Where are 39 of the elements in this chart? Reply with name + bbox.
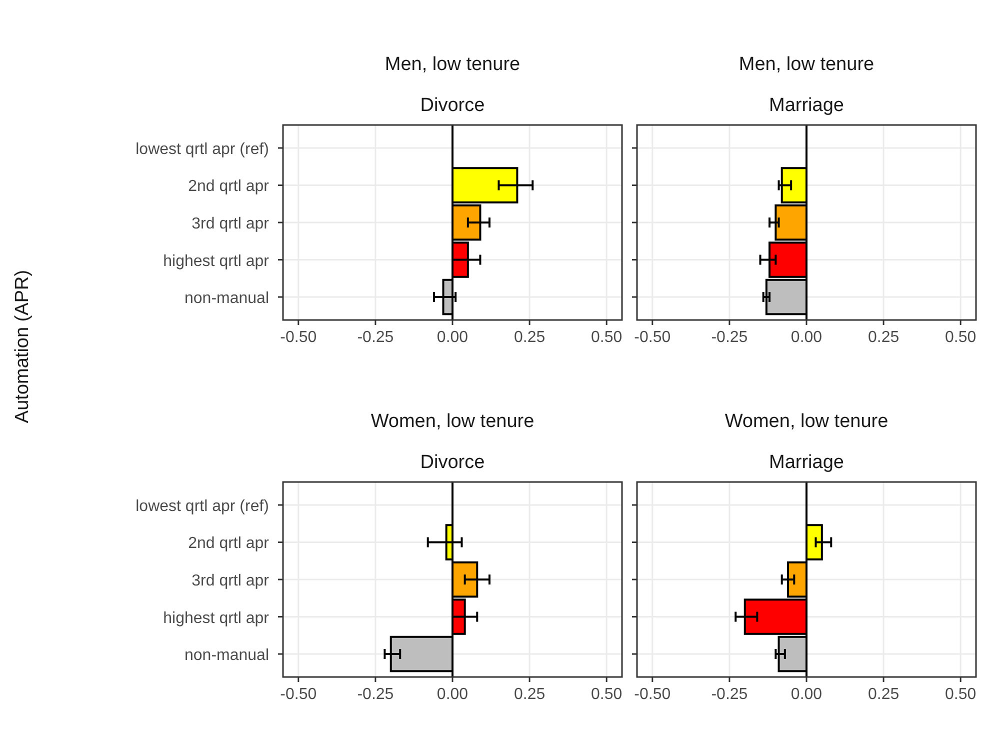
- x-tick-label: 0.50: [591, 686, 622, 703]
- chart-title: Women, low tenure: [724, 411, 888, 432]
- chart-title: Women, low tenure: [370, 411, 534, 432]
- y-tick-label: 3rd qrtl apr: [192, 572, 270, 590]
- y-axis-title: Automation (APR): [12, 270, 33, 424]
- x-tick-label: -0.25: [711, 686, 748, 703]
- y-tick-label: lowest qrtl apr (ref): [136, 140, 269, 158]
- x-tick-label: 0.25: [868, 686, 900, 703]
- y-tick-label: 2nd qrtl apr: [188, 178, 270, 196]
- x-tick-label: -0.50: [634, 329, 671, 346]
- x-tick-label: -0.25: [357, 686, 394, 703]
- x-tick-label: 0.50: [945, 686, 976, 703]
- y-tick-label: 3rd qrtl apr: [192, 216, 270, 232]
- x-tick-label: -0.50: [634, 686, 671, 703]
- y-tick-label: lowest qrtl apr (ref): [136, 498, 269, 515]
- x-tick-label: 0.50: [945, 329, 976, 346]
- chart-subtitle: Divorce: [420, 452, 485, 473]
- x-tick-label: -0.25: [711, 329, 748, 346]
- x-tick-label: -0.25: [357, 329, 394, 346]
- chart-title: Men, low tenure: [384, 54, 520, 75]
- x-tick-label: 0.00: [436, 686, 468, 703]
- x-tick-label: 0.50: [591, 329, 622, 346]
- y-tick-label: highest qrtl apr: [163, 610, 270, 627]
- x-tick-label: 0.00: [436, 329, 468, 346]
- chart-subtitle: Divorce: [420, 95, 485, 116]
- y-tick-label: non-manual: [184, 290, 269, 308]
- x-tick-label: -0.50: [280, 329, 317, 346]
- x-tick-label: 0.00: [790, 329, 822, 346]
- y-tick-label: 2nd qrtl apr: [188, 535, 270, 552]
- chart-subtitle: Marriage: [769, 95, 844, 116]
- x-tick-label: 0.00: [790, 686, 822, 703]
- x-tick-label: 0.25: [514, 686, 546, 703]
- y-tick-label: highest qrtl apr: [163, 252, 270, 270]
- chart-title: Men, low tenure: [738, 54, 874, 75]
- x-tick-label: -0.50: [280, 686, 317, 703]
- x-tick-label: 0.25: [514, 329, 546, 346]
- y-tick-label: non-manual: [184, 647, 269, 664]
- x-tick-label: 0.25: [868, 329, 900, 346]
- chart-subtitle: Marriage: [769, 452, 844, 473]
